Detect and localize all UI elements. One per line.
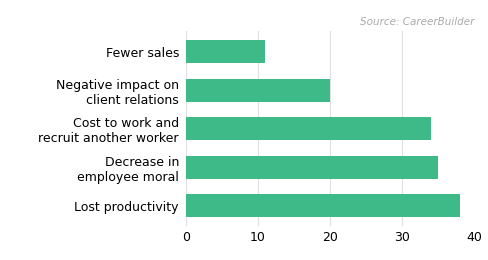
Bar <box>185 194 459 217</box>
Bar <box>185 79 329 102</box>
Text: Source: CareerBuilder: Source: CareerBuilder <box>359 17 473 27</box>
Bar <box>185 40 264 63</box>
Bar <box>185 156 437 179</box>
Bar <box>185 117 430 140</box>
